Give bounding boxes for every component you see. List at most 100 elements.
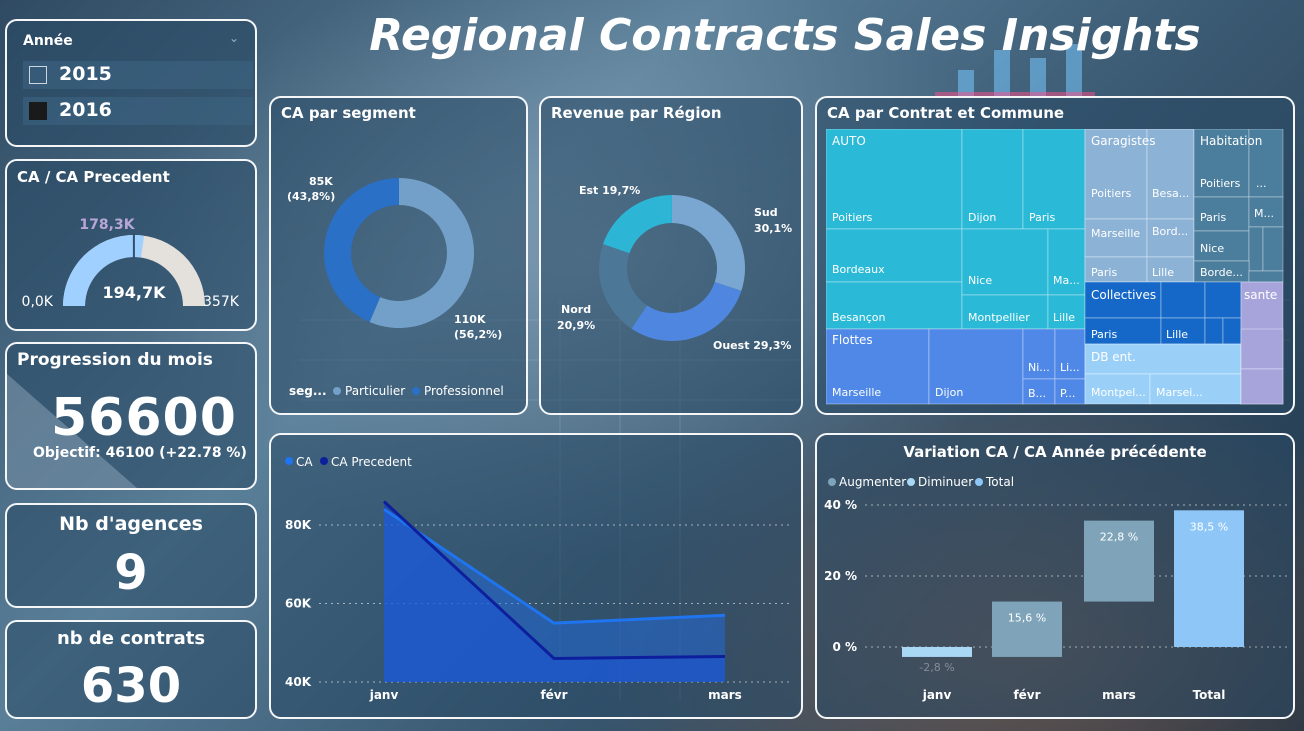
donut-slice-professionnel [324,178,399,322]
label-particulier-percent: (56,2%) [454,328,502,341]
label-nord-percent: 20,9% [557,319,595,332]
check-icon: ✓ [201,406,215,425]
y-tick-label: 80K [285,518,312,532]
label-nord-name: Nord [561,303,591,316]
tile-col-right-1 [1160,281,1206,319]
treemap-label: Paris [1029,211,1055,224]
treemap-label: Poitiers [1200,177,1241,190]
treemap-label: Poitiers [832,211,873,224]
progress-goal: Objectif: 46100 (+22.78 %) [33,445,247,461]
waterfall-bar [1174,510,1244,647]
tile-hab-dots [1248,129,1284,198]
waterfall-bar [902,647,972,657]
treemap-label: Garagistes [1091,134,1155,148]
treemap-label: Li... [1060,361,1080,374]
tile-hab-m [1248,196,1284,228]
treemap-label: Habitation [1200,134,1262,148]
page-title: Regional Contracts Sales Insights [369,10,1201,61]
legend-total: Total [985,475,1014,489]
tile-hab-small-1 [1248,226,1264,272]
treemap-label: Dijon [935,386,963,399]
treemap-label: Lille [1166,328,1188,341]
tile-hab-nice [1193,230,1250,262]
legend-particulier: Particulier [345,384,405,398]
treemap-label: Besançon [832,311,886,324]
y-tick-label: 0 % [832,640,857,654]
chevron-down-icon[interactable]: ⌄ [228,31,239,45]
bar-data-label: 15,6 % [1008,612,1046,625]
tile-sante-sub-2 [1240,368,1284,405]
tile-dbent [1084,343,1242,375]
bar-data-label: -2,8 % [919,661,954,674]
progress-title: Progression du mois [17,350,213,370]
ca-area-chart: CA CA Precedent 80K 60K 40K janv févr mars [285,455,791,702]
treemap-label: Nice [968,274,992,287]
slicer-option-2015[interactable]: 2015 [23,61,253,89]
checkbox-2015[interactable] [29,66,47,84]
treemap-label: Marseille [1091,227,1140,240]
x-tick-label: mars [708,688,742,702]
treemap-label: Collectives [1091,288,1156,302]
treemap-label: Poitiers [1091,187,1132,200]
treemap-label: ... [1256,177,1267,190]
tile-garagistes [1084,129,1148,220]
contrats-value: 630 [80,658,182,714]
tile-db-marsei [1149,373,1242,405]
slicer-option-2016[interactable]: 2016 [23,97,253,125]
legend-dot-diminuer [907,478,915,486]
waterfall-bar [992,601,1062,657]
treemap-label: Besa... [1152,187,1189,200]
x-tick-label: févr [540,688,567,702]
tile-col-right-4 [1222,317,1242,345]
progress-value: 56600 [51,388,237,448]
treemap-label: Borde... [1200,266,1243,279]
legend-professionnel: Professionnel [424,384,504,398]
treemap-label: Flottes [832,333,873,347]
area-ca [384,509,725,682]
tile-flottes-b [1022,378,1056,405]
gauge-card: CA / CA Precedent 178,3K 194,7K 0,0K 357… [5,159,257,331]
bar-data-label: 38,5 % [1190,520,1228,533]
label-professionnel-percent: (43,8%) [287,190,335,203]
legend-augmenter: Augmenter [839,475,906,489]
donut-slice-particulier [369,178,474,328]
treemap-label: Dijon [968,211,996,224]
treemap-label: Montpel... [1091,386,1146,399]
waterfall-chart: Augmenter Diminuer Total 40 % 20 % 0 % -2,… [824,475,1287,702]
x-tick-label: Total [1193,688,1226,702]
treemap-label: Lille [1053,311,1075,324]
treemap-label: Bordeaux [832,263,885,276]
treemap-label: P... [1060,387,1075,400]
progress-kpi-card: Progression du mois 56600 ✓ Objectif: 46… [5,342,257,490]
checkbox-2016[interactable] [29,102,47,120]
tile-col-right-2 [1204,281,1242,319]
y-tick-label: 60K [285,597,312,611]
treemap-label: B... [1028,387,1046,400]
slicer-option-label: 2016 [59,99,112,121]
gauge-min-label: 0,0K [22,294,54,310]
agences-kpi-card: Nb d'agences 9 [5,503,257,608]
treemap-label: Paris [1200,211,1226,224]
x-tick-label: janv [369,688,399,702]
gauge-title: CA / CA Precedent [17,168,170,186]
treemap-title: CA par Contrat et Commune [827,104,1065,122]
region-title: Revenue par Région [551,104,722,122]
legend-dot-augmenter [828,478,836,486]
tile-sante-sub-1 [1240,328,1284,370]
waterfall-bar [1084,520,1154,602]
label-particulier-value: 110K [454,313,486,326]
tile-auto-besancon [826,281,963,330]
tile-flottes [826,328,930,405]
tile-auto-paris [1022,129,1086,230]
line-chart-card: CA CA Precedent 80K 60K 40K janv févr mars [269,433,803,719]
tile-flottes-dijon [928,328,1024,405]
gauge-chart: 178,3K 194,7K 0,0K 357K [22,217,240,310]
treemap-label: M... [1254,207,1274,220]
donut-slice-sud [672,195,745,291]
treemap-label: sante [1244,288,1277,302]
treemap-label: DB ent. [1091,350,1136,364]
treemap-label: Bord... [1152,225,1188,238]
legend-dot-total [975,478,983,486]
x-tick-label: janv [922,688,952,702]
treemap-card: CA par Contrat et Commune [815,96,1295,415]
